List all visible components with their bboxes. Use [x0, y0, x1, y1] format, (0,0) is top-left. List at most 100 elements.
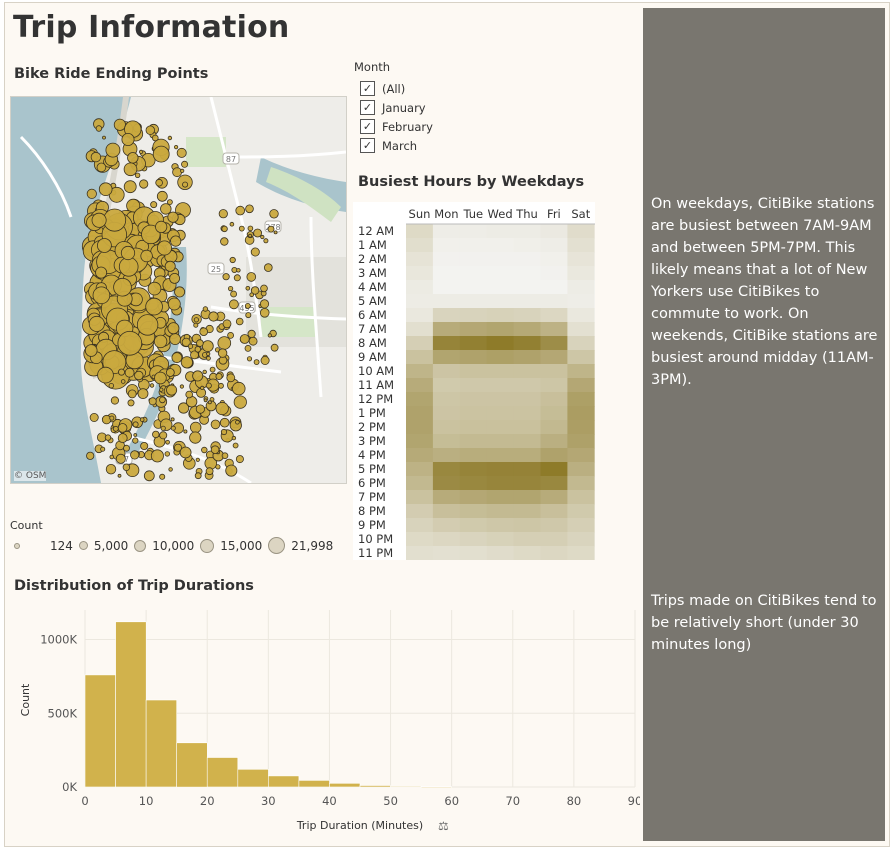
road-shield-badge	[222, 152, 240, 165]
month-checkbox[interactable]: ✓	[360, 81, 375, 96]
station-marker	[140, 249, 153, 263]
station-marker	[232, 442, 239, 449]
heatmap-cell	[459, 364, 488, 379]
heatmap-title: Busiest Hours by Weekdays	[358, 174, 585, 190]
month-option[interactable]: ✓ January	[360, 98, 433, 117]
heatmap-cell	[459, 476, 488, 491]
station-marker	[246, 272, 257, 282]
station-marker	[167, 322, 180, 335]
heatmap-cell	[567, 336, 595, 351]
heatmap-column-label: Tue	[462, 207, 483, 221]
station-marker	[127, 152, 139, 164]
station-marker	[267, 225, 275, 233]
heatmap-cell	[406, 308, 434, 323]
station-marker	[95, 266, 108, 279]
heatmap-cell	[486, 392, 514, 407]
station-marker	[124, 367, 135, 378]
station-marker	[168, 467, 173, 472]
station-marker	[159, 396, 166, 404]
heatmap-cell	[432, 490, 461, 505]
heatmap-cell	[513, 294, 541, 309]
heatmap-cell	[513, 476, 541, 491]
station-marker	[167, 135, 173, 141]
heatmap-cell	[432, 378, 461, 393]
station-marker	[122, 463, 131, 471]
heatmap-cell	[406, 364, 434, 379]
harbor-water	[11, 397, 96, 483]
station-marker	[189, 421, 202, 434]
station-marker	[155, 220, 168, 233]
heatmap-cell	[459, 406, 488, 421]
station-marker	[145, 125, 156, 135]
bike-map[interactable]: 872782549527 © OSM	[10, 96, 347, 484]
heatmap-row-label: 1 AM	[358, 238, 387, 252]
heatmap-cell	[406, 224, 434, 239]
heatmap-column-label: Sun	[409, 207, 431, 221]
x-tick-label: 70	[505, 794, 520, 808]
heatmap-cell	[406, 350, 434, 365]
heatmap-cell	[567, 364, 595, 379]
station-marker	[235, 205, 246, 216]
heatmap-cell	[432, 350, 461, 365]
station-marker	[235, 317, 244, 326]
x-tick-label: 90	[628, 794, 640, 808]
station-marker	[181, 160, 189, 168]
station-marker	[171, 352, 183, 364]
station-marker	[229, 256, 236, 264]
heatmap-cell	[432, 224, 461, 239]
station-marker	[210, 419, 221, 430]
heatmap-cell	[406, 378, 434, 393]
map-attribution: © OSM	[14, 471, 47, 481]
station-marker	[169, 272, 181, 284]
heatmap-cell	[459, 378, 488, 393]
heatmap-cell	[513, 420, 541, 435]
heatmap-cell	[459, 252, 488, 267]
heatmap-cell	[567, 420, 595, 435]
station-marker	[150, 201, 158, 209]
month-option[interactable]: ✓ March	[360, 136, 433, 155]
heatmap-cell	[486, 378, 514, 393]
map-canvas[interactable]: 872782549527	[11, 97, 346, 483]
heatmap-cell	[406, 392, 434, 407]
histogram-bar	[267, 775, 300, 788]
road	[309, 216, 323, 398]
station-marker	[102, 135, 106, 140]
heatmap-cell	[486, 420, 514, 435]
station-marker	[209, 366, 216, 373]
station-marker	[145, 297, 163, 316]
heatmap-cell	[567, 294, 595, 309]
station-marker	[139, 179, 149, 189]
month-checkbox[interactable]: ✓	[360, 138, 375, 153]
month-option[interactable]: ✓ February	[360, 117, 433, 136]
station-marker	[170, 235, 182, 247]
station-marker	[222, 319, 232, 329]
station-marker	[231, 435, 237, 441]
heatmap-row-label: 3 AM	[358, 266, 387, 280]
heatmap-cell	[513, 336, 541, 351]
heatmap-cell	[567, 476, 595, 491]
station-marker	[108, 383, 114, 389]
heatmap-cell	[459, 448, 488, 463]
station-marker	[273, 230, 278, 235]
month-checkbox[interactable]: ✓	[360, 119, 375, 134]
station-marker	[103, 208, 127, 232]
heatmap-cell	[406, 420, 434, 435]
station-marker	[220, 237, 229, 246]
insights-panel: On weekdays, CitiBike stations are busie…	[643, 8, 885, 841]
heatmap-cell	[567, 518, 595, 533]
station-marker	[165, 439, 170, 445]
month-option[interactable]: ✓ (All)	[360, 79, 433, 98]
heatmap-row-label: 8 AM	[358, 336, 387, 350]
station-marker	[245, 312, 252, 319]
station-marker	[109, 415, 115, 421]
trip-duration-histogram: 0K 500K 1000K 0 10 20 30 40 50 60 70 80 90 Trip Durat…	[19, 610, 640, 833]
heatmap-cell	[459, 490, 488, 505]
station-marker	[226, 373, 236, 383]
pin-icon[interactable]: ⚖	[438, 819, 449, 833]
station-marker	[250, 286, 260, 295]
station-marker	[259, 308, 270, 318]
station-marker	[174, 286, 186, 298]
heatmap-row-label: 2 AM	[358, 252, 387, 266]
heatmap-row-label: 6 PM	[358, 476, 386, 490]
month-checkbox[interactable]: ✓	[360, 100, 375, 115]
